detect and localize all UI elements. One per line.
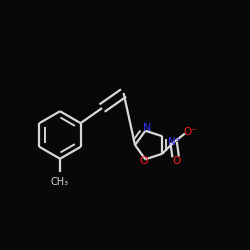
Text: O: O [139,156,148,166]
Text: N⁺: N⁺ [168,137,181,147]
Text: N: N [143,123,152,133]
Text: O⁻: O⁻ [183,127,197,137]
Text: O: O [173,156,181,166]
Text: CH₃: CH₃ [51,177,69,187]
